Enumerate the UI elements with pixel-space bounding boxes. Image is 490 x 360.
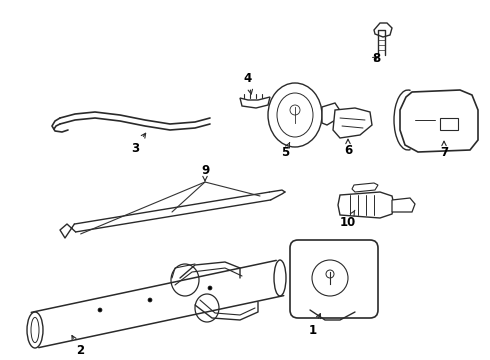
Ellipse shape [195,294,219,322]
Text: 4: 4 [244,72,252,94]
Ellipse shape [31,318,39,343]
Polygon shape [400,90,478,152]
Polygon shape [374,23,392,37]
Ellipse shape [268,83,322,147]
Text: 8: 8 [372,51,380,64]
Circle shape [98,308,102,312]
Polygon shape [352,183,378,192]
Circle shape [312,260,348,296]
Text: 1: 1 [309,314,320,337]
Polygon shape [440,118,458,130]
Text: 3: 3 [131,133,146,154]
Circle shape [290,105,300,115]
Ellipse shape [171,264,199,296]
Polygon shape [333,108,372,138]
Ellipse shape [27,312,43,348]
Polygon shape [322,103,339,125]
Polygon shape [240,97,270,108]
Text: 6: 6 [344,139,352,157]
Circle shape [148,298,152,302]
FancyBboxPatch shape [290,240,378,318]
Text: 5: 5 [281,143,290,158]
Polygon shape [338,192,394,218]
Text: 9: 9 [201,163,209,181]
Text: 10: 10 [340,210,356,229]
Ellipse shape [277,93,313,137]
Ellipse shape [274,260,286,296]
Text: 7: 7 [440,141,448,158]
Text: 2: 2 [72,336,84,356]
Polygon shape [392,198,415,212]
Circle shape [326,270,334,278]
Circle shape [208,286,212,290]
